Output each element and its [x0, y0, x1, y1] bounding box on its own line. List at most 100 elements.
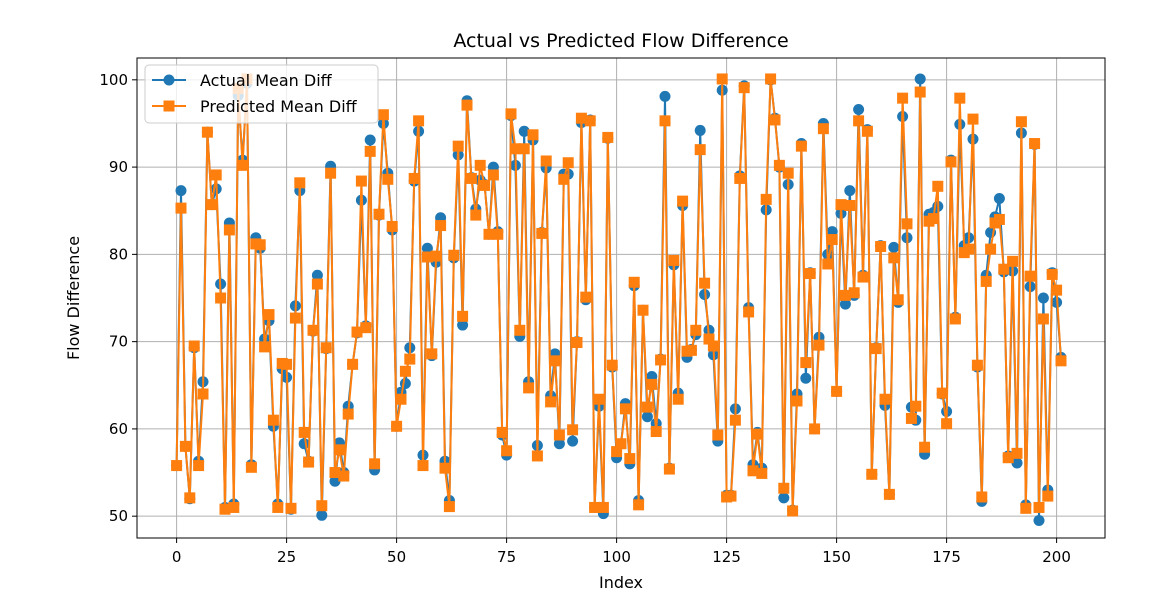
data-point — [373, 208, 385, 220]
data-point — [663, 463, 675, 475]
data-point — [831, 385, 843, 397]
data-point — [417, 460, 429, 472]
data-point — [536, 227, 548, 239]
data-point — [523, 382, 535, 394]
data-point — [272, 501, 284, 513]
data-point — [1015, 116, 1027, 128]
data-point — [333, 444, 345, 456]
data-point — [193, 460, 205, 472]
data-point — [1011, 457, 1023, 469]
data-point — [993, 213, 1005, 225]
data-point — [395, 393, 407, 405]
data-point — [421, 251, 433, 263]
data-point — [694, 144, 706, 156]
data-point — [430, 250, 442, 262]
x-tick-label: 50 — [387, 548, 406, 566]
x-tick-label: 150 — [822, 548, 851, 566]
data-point — [364, 134, 376, 146]
y-axis-label: Flow Difference — [64, 236, 83, 360]
data-point — [413, 115, 425, 127]
data-point — [1011, 447, 1023, 459]
data-point — [443, 501, 455, 513]
x-tick-label: 175 — [932, 548, 961, 566]
data-point — [619, 403, 631, 415]
data-point — [879, 393, 891, 405]
data-point — [809, 423, 821, 435]
data-point — [540, 155, 552, 167]
data-point — [822, 258, 834, 270]
data-point — [993, 193, 1005, 205]
data-point — [593, 393, 605, 405]
data-point — [813, 339, 825, 351]
data-point — [303, 456, 315, 468]
data-point — [699, 277, 711, 289]
data-point — [175, 185, 187, 197]
data-point — [685, 344, 697, 356]
data-point — [787, 505, 799, 517]
y-tick-label: 100 — [99, 71, 128, 89]
data-point — [945, 156, 957, 168]
data-point — [1037, 292, 1049, 304]
data-point — [875, 241, 887, 253]
data-point — [716, 73, 728, 85]
data-point — [426, 348, 438, 360]
data-point — [197, 388, 209, 400]
data-point — [364, 145, 376, 157]
data-point — [281, 358, 293, 370]
data-point — [549, 355, 561, 367]
data-point — [347, 358, 359, 370]
series-layer — [171, 73, 1067, 527]
data-point — [329, 467, 341, 479]
data-point — [672, 393, 684, 405]
data-point — [567, 424, 579, 436]
data-point — [294, 177, 306, 189]
data-point — [725, 490, 737, 502]
data-point — [967, 113, 979, 125]
data-point — [795, 140, 807, 152]
data-point — [641, 411, 653, 423]
data-point — [756, 467, 768, 479]
data-point — [1037, 313, 1049, 325]
data-point — [655, 354, 667, 366]
data-point — [1029, 138, 1041, 150]
data-point — [457, 310, 469, 322]
y-tick-label: 70 — [109, 333, 128, 351]
data-point — [448, 249, 460, 261]
data-point — [703, 333, 715, 345]
data-point — [848, 287, 860, 299]
data-point — [800, 357, 812, 369]
data-point — [791, 395, 803, 407]
data-point — [210, 169, 222, 181]
data-point — [861, 125, 873, 137]
legend-label: Predicted Mean Diff — [200, 97, 358, 116]
data-point — [496, 426, 508, 438]
ticks: 0 25 50 75 100 125 150 175 200 50 60 70 80 90 100 — [99, 71, 1071, 566]
data-point — [483, 228, 495, 240]
data-point — [228, 501, 240, 513]
data-point — [399, 365, 411, 377]
data-point — [800, 372, 812, 384]
data-point — [602, 131, 614, 143]
data-point — [553, 429, 565, 441]
legend-box — [144, 64, 379, 124]
data-point — [175, 202, 187, 214]
data-point — [954, 92, 966, 104]
data-point — [615, 438, 627, 450]
data-point — [571, 337, 583, 349]
data-point — [479, 179, 491, 191]
data-point — [289, 312, 301, 324]
data-point — [184, 492, 196, 504]
data-point — [171, 460, 183, 472]
data-point — [518, 143, 530, 155]
data-point — [857, 271, 869, 283]
data-point — [408, 172, 420, 184]
data-point — [487, 169, 499, 181]
data-point — [575, 112, 587, 124]
data-point — [452, 140, 464, 152]
data-point — [897, 92, 909, 104]
data-point — [206, 199, 218, 211]
chart-title: Actual vs Predicted Flow Difference — [453, 30, 788, 52]
data-point — [531, 450, 543, 462]
